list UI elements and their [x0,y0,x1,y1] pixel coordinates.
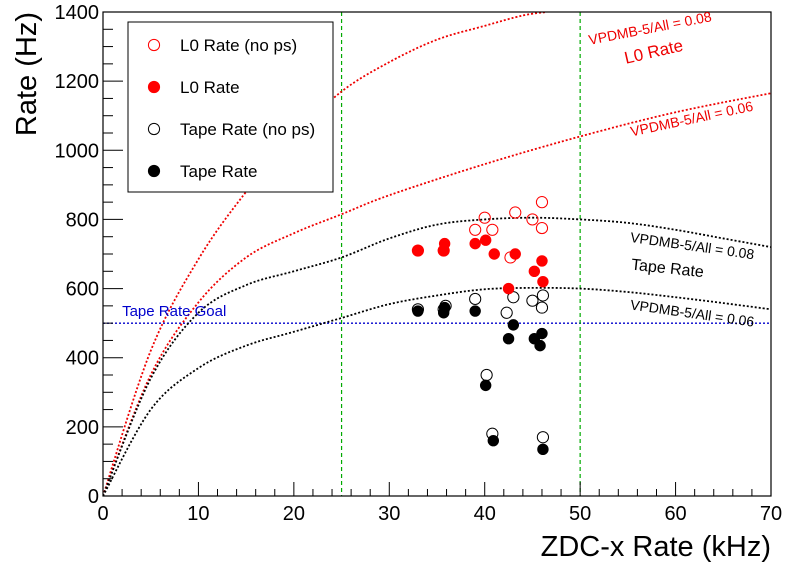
data-point-filled [412,305,424,317]
data-point-open [500,306,513,319]
reference-lines [103,12,771,496]
data-point-open [536,289,550,302]
data-point-filled [438,301,451,314]
y-tick-label: 200 [66,417,99,439]
legend: L0 Rate (no ps) L0 Rate Tape Rate (no ps) T… [127,21,334,193]
chart-annotation: Tape Rate Goal [122,303,226,320]
data-point-open [486,223,499,236]
model-curve [103,216,771,496]
legend-marker [147,122,161,136]
data-point-open [536,431,550,444]
legend-marker [147,80,161,94]
data-point-open [526,294,539,307]
data-point-filled [509,248,521,260]
legend-entry-label: Tape Rate [180,162,258,181]
data-point-filled [412,244,424,257]
y-tick-label: 400 [66,348,99,370]
data-point-open [535,221,549,235]
data-point-open [478,211,491,224]
data-point-filled [507,319,520,331]
data-point-open [509,206,522,219]
y-tick-label: 1400 [55,2,100,24]
y-tick-label: 1000 [55,140,100,162]
data-point-filled [536,327,548,340]
data-point-filled [438,237,451,250]
data-point-open [535,301,549,314]
data-point-filled [534,339,546,352]
data-point-open [469,292,482,306]
model-curve [103,12,547,496]
model-curves [103,12,771,496]
data-point-filled [537,443,549,456]
data-points [411,196,550,456]
legend-box [127,21,334,193]
y-tick-label: 600 [66,279,99,301]
data-point-open [480,368,493,382]
data-point-open [526,213,539,226]
y-tick-label: 1200 [55,71,100,93]
data-point-filled [479,379,492,392]
x-tick-label: 40 [474,503,496,525]
legend-entry-label: L0 Rate (no ps) [180,36,297,55]
x-tick-label: 70 [760,503,782,525]
data-point-filled [536,255,548,267]
data-point-filled [469,305,481,317]
data-point-filled [488,248,500,260]
x-tick-label: 30 [378,503,400,525]
x-tick-label: 10 [187,503,209,525]
data-point-filled [502,333,515,345]
y-tick-label: 800 [66,209,99,231]
data-point-filled [537,275,549,288]
x-tick-label: 60 [664,503,686,525]
data-point-filled [502,282,515,295]
data-point-open [535,196,549,209]
y-axis-title: Rate (Hz) [11,12,43,136]
model-curve [103,286,771,496]
x-axis-title: ZDC-x Rate (kHz) [541,531,771,563]
legend-entry-label: Tape Rate (no ps) [180,120,315,139]
x-tick-label: 0 [97,503,108,525]
legend-entry-label: L0 Rate [180,78,240,97]
data-point-filled [479,234,492,246]
data-point-filled [528,265,541,277]
axes: 0 10 20 30 40 50 60 70 0 200 400 600 800 1000 1200 1400 [55,2,783,525]
data-point-open [469,223,482,236]
y-tick-label: 0 [88,486,99,508]
legend-marker [147,38,161,52]
data-point-filled [469,237,481,250]
data-point-filled [487,434,500,447]
legend-marker [147,164,161,178]
x-tick-label: 20 [283,503,305,525]
x-tick-label: 50 [569,503,591,525]
